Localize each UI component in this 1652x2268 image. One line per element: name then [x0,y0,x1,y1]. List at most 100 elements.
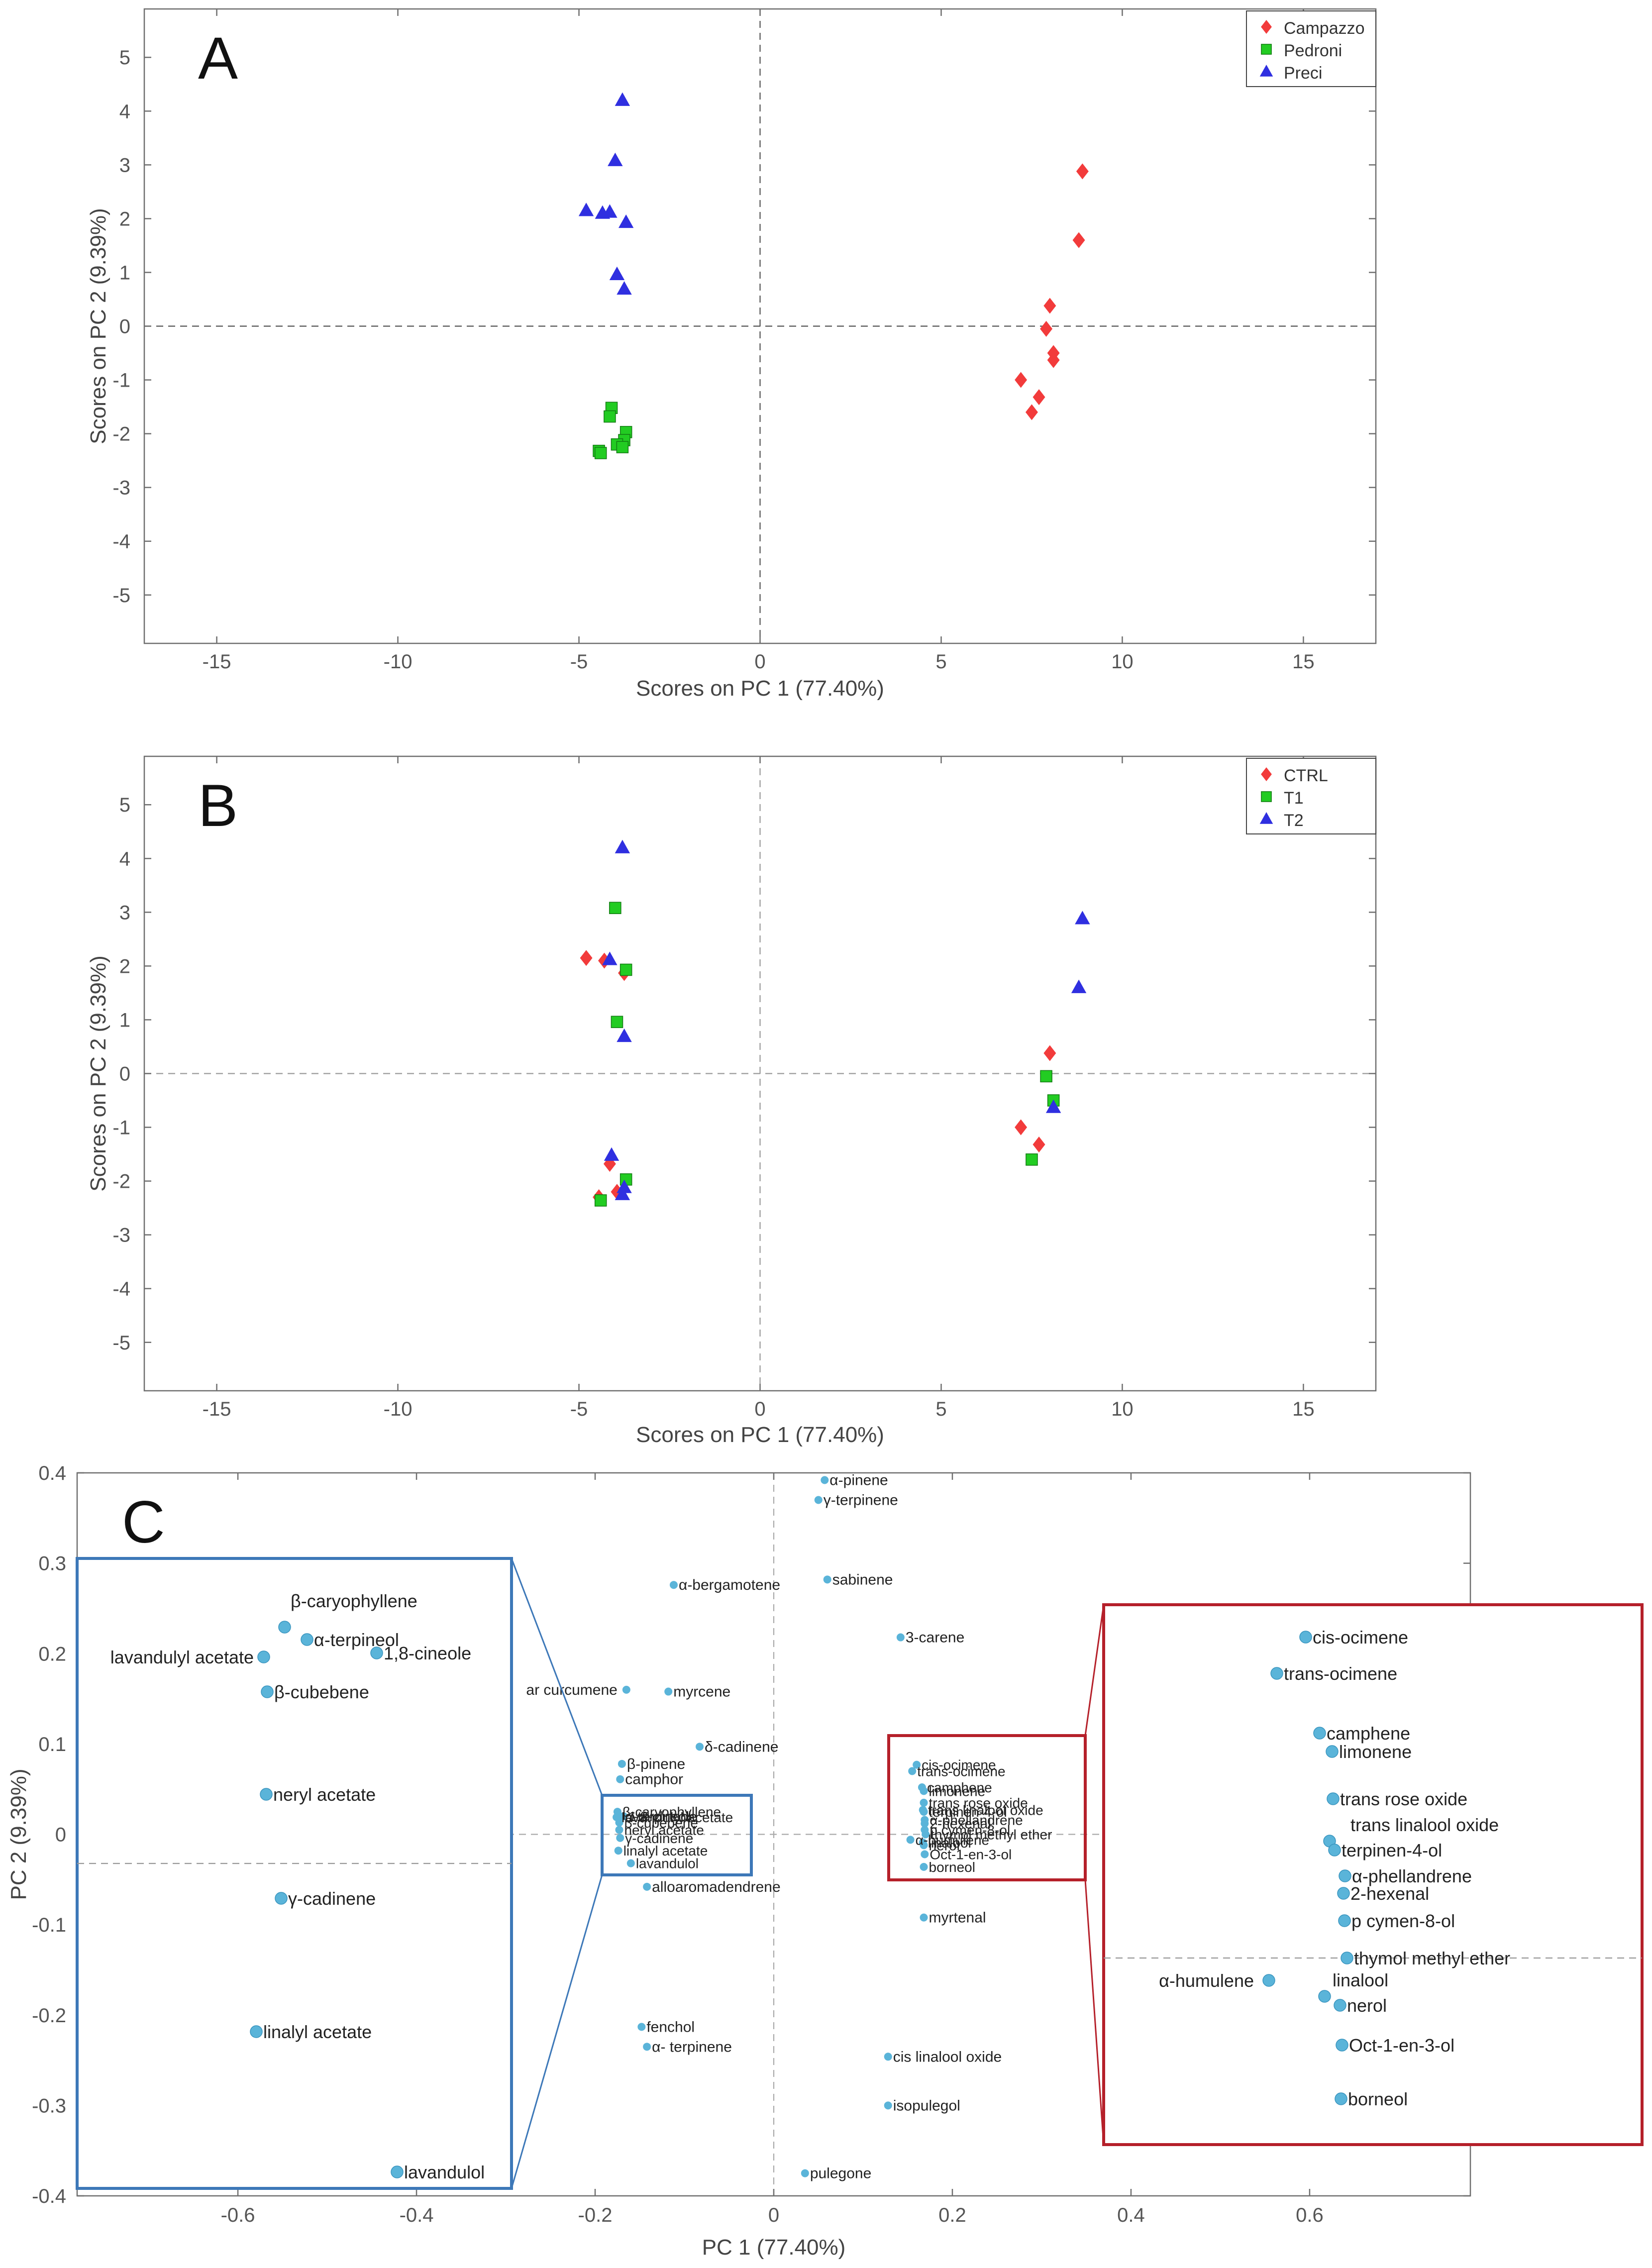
panel-label: A [198,25,238,92]
loading-point [614,1847,622,1855]
loading-label: sabinene [832,1571,893,1588]
loading-point [696,1743,704,1751]
legend-marker [1261,767,1272,781]
inset-label: borneol [1348,2089,1408,2109]
data-point [609,902,621,914]
loading-label: linalyl acetate [623,1843,708,1858]
loading-point [884,2101,892,2110]
legend-label: T2 [1284,811,1304,830]
panel-label: C [122,1489,165,1555]
y-tick-label: -4 [112,1278,130,1300]
inset-point [275,1892,288,1905]
legend-label: Preci [1284,64,1322,83]
loading-point [921,1850,929,1858]
data-point [1043,298,1056,314]
data-point [611,1016,623,1029]
y-tick-label: 0.2 [38,1643,66,1665]
loading-label: 2-hexenal [929,1816,991,1832]
loading-label: limonene [929,1783,986,1799]
loading-point [801,2169,809,2177]
loading-label: linalool [928,1835,971,1851]
x-tick-label: 0 [754,1398,765,1420]
loading-point [920,1808,928,1816]
y-tick-label: 4 [119,848,130,870]
y-tick-label: -5 [112,1332,130,1354]
inset-label: trans linalool oxide [1350,1815,1499,1835]
inset-left-frame [76,1557,513,2190]
loading-point [920,1787,928,1795]
loading-point [615,1826,623,1834]
zoom-region-right [887,1734,1087,1881]
inset-label: neryl acetate [273,1784,376,1805]
loading-point [620,1812,628,1821]
data-point [594,447,607,459]
series-t1 [594,902,1060,1207]
inset-label: α-humulene [1159,1970,1254,1991]
data-point [609,266,625,280]
legend-label: Campazzo [1284,19,1365,38]
inset-point [370,1647,383,1659]
loading-label: terpinen-4-ol [929,1804,1007,1820]
legend-marker [1259,812,1273,824]
x-tick-label: -5 [570,651,588,673]
loading-label: α- terpinene [652,2039,732,2055]
data-point [1045,1099,1061,1113]
x-tick-label: -0.2 [578,2204,613,2226]
y-tick-label: 0.3 [38,1553,66,1575]
loading-label: α-phellandrene [929,1812,1023,1828]
inset-point [1327,1792,1340,1805]
x-tick-label: 0.6 [1296,2204,1324,2226]
data-point [608,152,623,166]
loading-label: trans linalool oxide [928,1802,1043,1818]
legend-marker [1261,20,1272,34]
x-axis-label: Scores on PC 1 (77.40%) [636,676,884,701]
data-point [602,204,618,218]
data-point [1025,404,1038,420]
inset-label: trans rose oxide [1340,1789,1467,1809]
y-tick-label: 4 [119,101,130,122]
x-tick-label: 15 [1292,651,1315,673]
data-point [604,1147,620,1161]
legend: Campazzo Pedroni Preci [1246,10,1376,87]
y-tick-label: -3 [112,477,130,499]
loading-label: trans rose oxide [929,1795,1028,1811]
zoom-connector [511,1558,603,1796]
data-point [618,214,634,228]
x-tick-label: 10 [1111,1398,1134,1420]
loading-label: γ-terpinene [824,1492,898,1508]
panel-label: B [198,772,238,839]
data-point [616,441,629,453]
inset-label: γ-cadinene [288,1888,376,1909]
series-preci [578,92,634,295]
inset-label: β-caryophyllene [291,1591,417,1611]
loading-points: α-pinene γ-terpinene sabinene α-bergamotene… [526,1472,1052,2182]
y-tick-label: 3 [119,154,130,176]
loading-label: α-bergamotene [679,1577,780,1593]
y-tick-label: 2 [119,208,130,230]
loading-point [920,1841,928,1850]
y-tick-label: -2 [112,1171,130,1193]
y-tick-label: -1 [112,370,130,392]
x-tick-label: -15 [203,1398,231,1420]
legend-marker [1261,44,1272,55]
series-pedroni [593,402,632,459]
inset-point [1326,1745,1339,1758]
y-tick-label: 0 [119,1063,130,1085]
x-tick-label: 10 [1111,651,1134,673]
loading-point [908,1767,917,1775]
panel-c: -0.6 -0.4 -0.2 0 0.2 0.4 0.6 -0.4 -0.3 -0.2 -0.1 0 0… [6,1462,1644,2260]
inset-label: cis-ocimene [1313,1627,1408,1648]
y-tick-label: -0.2 [32,2005,66,2027]
y-tick-label: 0 [119,316,130,338]
data-point [580,950,593,966]
inset-point [1335,2092,1347,2105]
x-axis-label: PC 1 (77.40%) [702,2235,846,2260]
data-point [1072,232,1085,248]
loading-label: ar curcumene [526,1682,617,1698]
legend-marker [1261,791,1272,802]
zoom-region-left [601,1794,753,1876]
y-tick-label: -0.3 [32,2095,66,2117]
